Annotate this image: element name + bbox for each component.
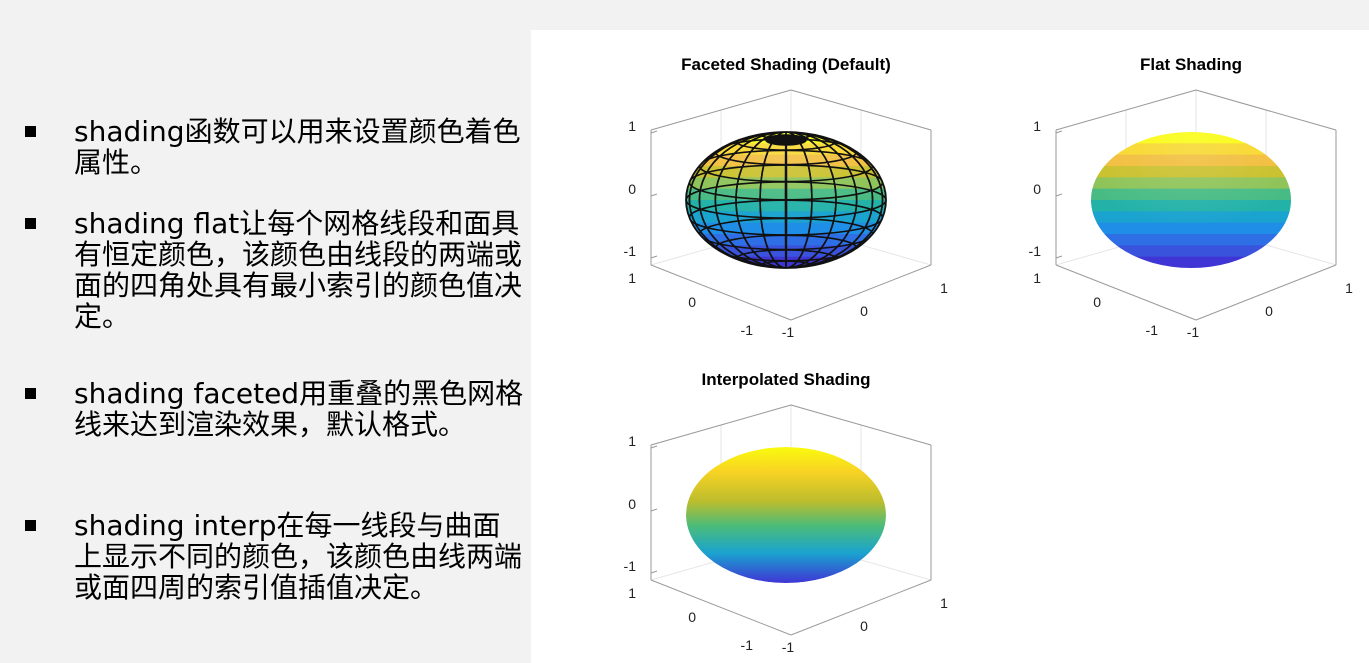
box-edge — [790, 404, 932, 446]
x-axis-line — [790, 579, 932, 636]
y-tick-label: 1 — [628, 270, 636, 286]
bullet-square-icon — [25, 126, 36, 137]
box-edge — [650, 89, 792, 131]
longitude-line — [759, 132, 813, 268]
x-tick-label: 1 — [940, 595, 948, 611]
box-edge — [650, 404, 792, 446]
figure-canvas: Faceted Shading (Default)10-110-1 -101Fla… — [624, 55, 1354, 655]
x-tick-label: 0 — [1265, 303, 1273, 319]
pole-cluster — [765, 134, 807, 146]
longitude-line — [784, 132, 788, 268]
z-tick-label: 0 — [628, 496, 636, 512]
sphere-plot-faceted: Faceted Shading (Default) 1 0 -1 1 0 -1 -1 0 1 — [624, 55, 949, 340]
longitude-line — [688, 132, 884, 268]
z-tick-label: 0 — [1033, 181, 1041, 197]
sphere-highlight — [1091, 132, 1291, 268]
y-axis-line — [650, 579, 792, 636]
bullet-text: shading函数可以用来设置颜色着色属性。 — [74, 115, 521, 179]
bullet-square-icon — [25, 218, 36, 229]
longitude-line — [714, 132, 858, 268]
longitude-line — [698, 132, 874, 268]
y-tick-label: 0 — [1093, 294, 1101, 310]
z-tick-label: -1 — [624, 243, 637, 259]
y-tick-label: -1 — [741, 637, 754, 653]
z-tick — [1055, 130, 1063, 134]
sphere-plot-flat: Flat Shading 1 0 -1 1 0 -1 -1 0 1 — [1029, 55, 1354, 340]
z-tick — [650, 193, 658, 197]
y-tick-label: 1 — [1033, 270, 1041, 286]
x-tick-label: -1 — [782, 324, 795, 340]
bullet-text: shading interp在每一线段与曲面上显示不同的颜色，该颜色由线两端或面… — [74, 509, 523, 604]
x-axis-line — [790, 264, 932, 321]
sphere-surface — [686, 447, 886, 583]
longitude-line — [735, 132, 837, 268]
bullet-square-icon — [25, 520, 36, 531]
bullet-square-icon — [25, 388, 36, 399]
z-tick — [650, 570, 658, 574]
x-axis-line — [1195, 264, 1337, 321]
sphere-plot-interp: Interpolated Shading 1 0 -1 1 0 -1 -1 0 1 — [624, 370, 949, 655]
x-tick-label: 0 — [860, 618, 868, 634]
sphere-surface — [1091, 132, 1291, 268]
box-edge — [1195, 89, 1337, 131]
y-tick-label: -1 — [741, 322, 754, 338]
bullet-list: shading函数可以用来设置颜色着色属性。 shading flat让每个网格… — [0, 0, 530, 663]
x-tick-label: -1 — [1187, 324, 1200, 340]
plot-title: Faceted Shading (Default) — [681, 55, 891, 74]
z-tick-label: -1 — [624, 558, 637, 574]
z-tick — [650, 508, 658, 512]
y-tick-label: -1 — [1146, 322, 1159, 338]
z-tick — [650, 130, 658, 134]
z-tick — [650, 255, 658, 259]
z-tick-label: 0 — [628, 181, 636, 197]
y-tick-label: 0 — [688, 609, 696, 625]
z-tick — [1055, 193, 1063, 197]
x-tick-label: 0 — [860, 303, 868, 319]
x-tick-label: -1 — [782, 639, 795, 655]
y-tick-label: 0 — [688, 294, 696, 310]
figure-panel: Faceted Shading (Default) 1 0 -1 1 0 -1 -1 0 1 Fla… — [531, 30, 1369, 663]
z-tick-label: 1 — [628, 118, 636, 134]
bullet-text: shading faceted用重叠的黑色网格线来达到渲染效果，默认格式。 — [74, 377, 524, 441]
y-axis-line — [1055, 264, 1197, 321]
bullet-text: shading flat让每个网格线段和面具有恒定颜色，该颜色由线段的两端或面的… — [74, 207, 523, 333]
plot-title: Interpolated Shading — [701, 370, 870, 389]
x-tick-label: 1 — [940, 280, 948, 296]
z-tick-label: 1 — [1033, 118, 1041, 134]
sphere-outline — [685, 131, 887, 269]
z-tick — [1055, 255, 1063, 259]
box-edge — [1055, 89, 1197, 131]
plot-title: Flat Shading — [1140, 55, 1242, 74]
z-tick-label: -1 — [1029, 243, 1042, 259]
x-tick-label: 1 — [1345, 280, 1353, 296]
y-tick-label: 1 — [628, 585, 636, 601]
sphere-fill — [686, 447, 886, 583]
z-tick — [650, 445, 658, 449]
z-tick-label: 1 — [628, 433, 636, 449]
sphere-surface — [685, 131, 887, 269]
box-edge — [790, 89, 932, 131]
y-axis-line — [650, 264, 792, 321]
